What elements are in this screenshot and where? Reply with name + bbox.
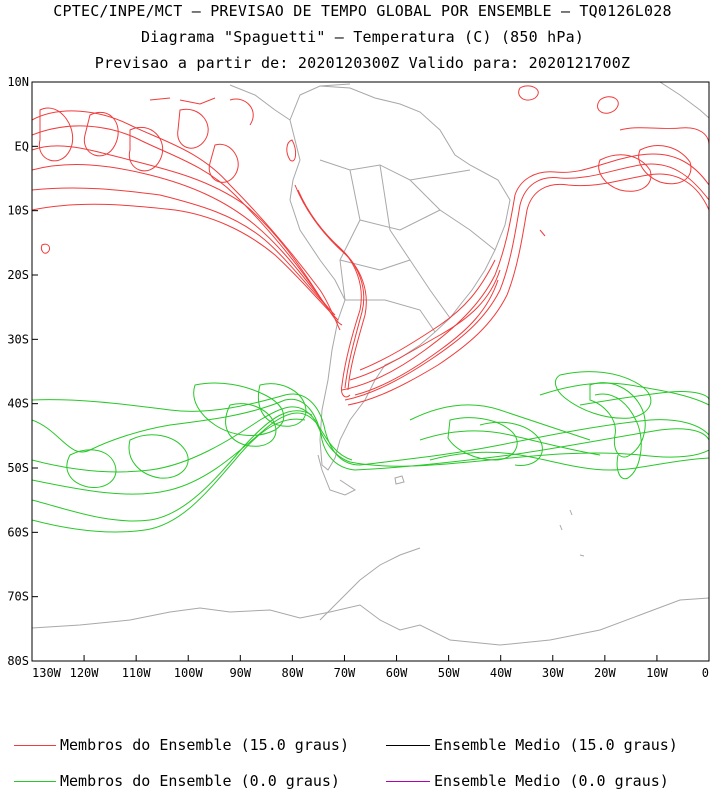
legend-label: Membros do Ensemble (0.0 graus) <box>60 772 340 790</box>
legend-members-0: Membros do Ensemble (0.0 graus) <box>14 772 340 790</box>
lon-tick-label: 80W <box>282 666 304 680</box>
lat-tick-label: 10N <box>7 75 29 89</box>
lon-tick-label: 50W <box>438 666 460 680</box>
legend-label: Ensemble Medio (0.0 graus) <box>434 772 669 790</box>
members-15deg <box>32 85 709 406</box>
lon-tick-label: 110W <box>122 666 152 680</box>
legend-swatch-red <box>14 744 56 746</box>
latitude-axis: 10N EQ 10S 20S 30S 40S 50S 60S 70S 80S <box>7 75 38 668</box>
lat-tick-label: 40S <box>7 397 29 411</box>
lon-tick-label: 100W <box>174 666 204 680</box>
lon-tick-label: 20W <box>594 666 616 680</box>
longitude-axis: 130W 120W 110W 100W 90W 80W 70W 60W 50W 40W 30W 20W… <box>31 655 710 680</box>
legend-swatch-black <box>386 744 430 746</box>
lat-tick-label: 50S <box>7 461 29 475</box>
legend-swatch-green <box>14 780 56 782</box>
legend-swatch-purple <box>386 780 430 782</box>
title-line-2: Diagrama "Spaguetti" – Temperatura (C) (… <box>140 28 585 46</box>
lon-tick-label: 30W <box>542 666 564 680</box>
lon-tick-label: 130W <box>32 666 62 680</box>
members-0deg <box>32 371 709 533</box>
lat-tick-label: 20S <box>7 268 29 282</box>
map-frame <box>31 81 710 662</box>
legend-members-15: Membros do Ensemble (15.0 graus) <box>14 736 349 754</box>
lon-tick-label: 0 <box>702 666 709 680</box>
lon-tick-label: 120W <box>70 666 100 680</box>
legend-mean-15: Ensemble Medio (15.0 graus) <box>386 736 678 754</box>
legend-label: Membros do Ensemble (15.0 graus) <box>60 736 349 754</box>
title-line-3: Previsao a partir de: 2020120300Z Valido… <box>94 54 631 72</box>
lat-tick-label: 80S <box>7 654 29 668</box>
spaghetti-map: 10N EQ 10S 20S 30S 40S 50S 60S 70S 80S 130W 120W 11… <box>7 75 710 680</box>
lon-tick-label: 70W <box>334 666 356 680</box>
legend-mean-0: Ensemble Medio (0.0 graus) <box>386 772 669 790</box>
legend-label: Ensemble Medio (15.0 graus) <box>434 736 678 754</box>
lat-tick-label: 30S <box>7 332 29 346</box>
lat-tick-label: 70S <box>7 590 29 604</box>
lon-tick-label: 40W <box>490 666 512 680</box>
lat-tick-label: 10S <box>7 204 29 218</box>
lon-tick-label: 60W <box>386 666 408 680</box>
lat-tick-label: EQ <box>15 139 29 153</box>
lat-tick-label: 60S <box>7 525 29 539</box>
lon-tick-label: 90W <box>229 666 251 680</box>
title-line-1: CPTEC/INPE/MCT – PREVISAO DE TEMPO GLOBA… <box>53 2 672 20</box>
lon-tick-label: 10W <box>646 666 668 680</box>
